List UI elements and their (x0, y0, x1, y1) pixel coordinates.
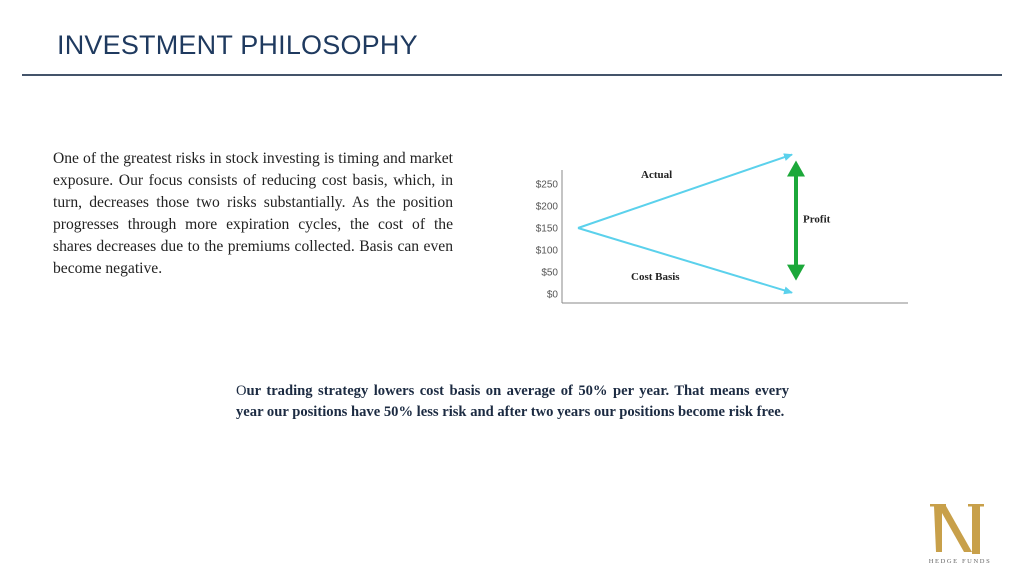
hedge-funds-logo (930, 504, 984, 554)
strategy-note: Our trading strategy lowers cost basis o… (236, 381, 789, 423)
y-tick-label: $50 (541, 268, 558, 279)
logo-caption: HEDGE FUNDS (928, 558, 992, 565)
series-label: Cost Basis (631, 271, 680, 283)
y-tick-label: $200 (536, 202, 559, 213)
profit-label: Profit (803, 214, 831, 226)
y-tick-label: $250 (536, 180, 559, 191)
title-divider (22, 74, 1002, 76)
y-tick-label: $0 (547, 290, 559, 301)
series-line-actual (577, 153, 793, 229)
intro-paragraph: One of the greatest risks in stock inves… (53, 150, 453, 277)
series-line-cost-basis (577, 227, 793, 295)
series-label: Actual (641, 169, 672, 181)
cost-basis-chart: $250 $200 $150 $100 $50 $0 Actual Cost Basis P… (536, 153, 908, 304)
strategy-note-body: ur trading strategy lowers cost basis on… (236, 383, 789, 420)
y-tick-label: $100 (536, 246, 559, 257)
page-title: INVESTMENT PHILOSOPHY (57, 30, 418, 60)
y-tick-label: $150 (536, 224, 559, 235)
profit-arrow-head-up (787, 160, 805, 177)
strategy-note-lead: O (236, 383, 247, 399)
profit-arrow-head-down (787, 264, 805, 281)
